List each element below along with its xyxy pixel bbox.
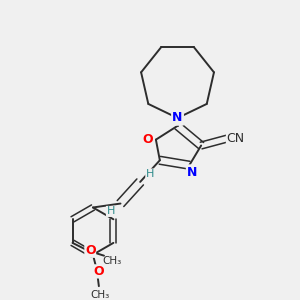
Text: N: N [172,112,183,124]
Text: CH₃: CH₃ [102,256,122,266]
Text: O: O [94,265,104,278]
Text: N: N [187,166,197,178]
Text: CH₃: CH₃ [90,290,110,300]
Text: H: H [146,169,154,179]
Text: O: O [85,244,95,257]
Text: O: O [143,133,153,146]
Text: N: N [231,132,240,142]
Text: H: H [106,206,115,216]
Text: CN: CN [226,132,244,145]
